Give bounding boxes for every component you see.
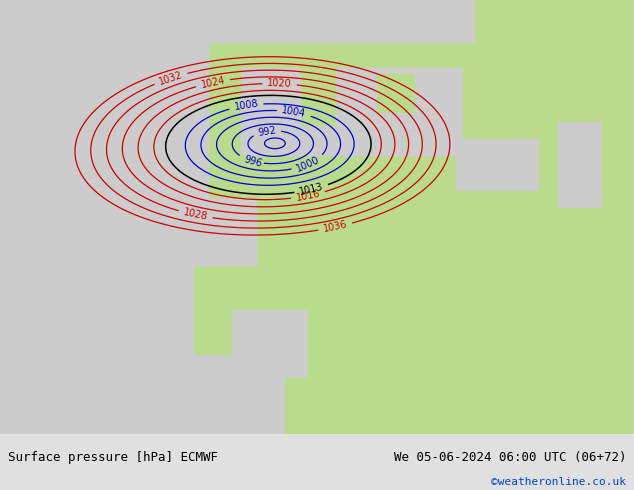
Text: ©weatheronline.co.uk: ©weatheronline.co.uk xyxy=(491,477,626,487)
Text: 1020: 1020 xyxy=(267,78,292,89)
Text: 1016: 1016 xyxy=(295,188,321,203)
Text: 996: 996 xyxy=(242,154,263,169)
Text: 1000: 1000 xyxy=(295,154,321,173)
Text: 1013: 1013 xyxy=(299,182,325,197)
Text: 1008: 1008 xyxy=(233,99,259,112)
Text: 1032: 1032 xyxy=(158,70,184,87)
Text: 992: 992 xyxy=(257,125,277,138)
Text: 1036: 1036 xyxy=(322,220,348,234)
Text: 1004: 1004 xyxy=(281,105,307,119)
Text: 1024: 1024 xyxy=(200,75,226,90)
Text: We 05-06-2024 06:00 UTC (06+72): We 05-06-2024 06:00 UTC (06+72) xyxy=(394,451,626,464)
Text: 1028: 1028 xyxy=(183,207,209,222)
Text: Surface pressure [hPa] ECMWF: Surface pressure [hPa] ECMWF xyxy=(8,451,217,464)
